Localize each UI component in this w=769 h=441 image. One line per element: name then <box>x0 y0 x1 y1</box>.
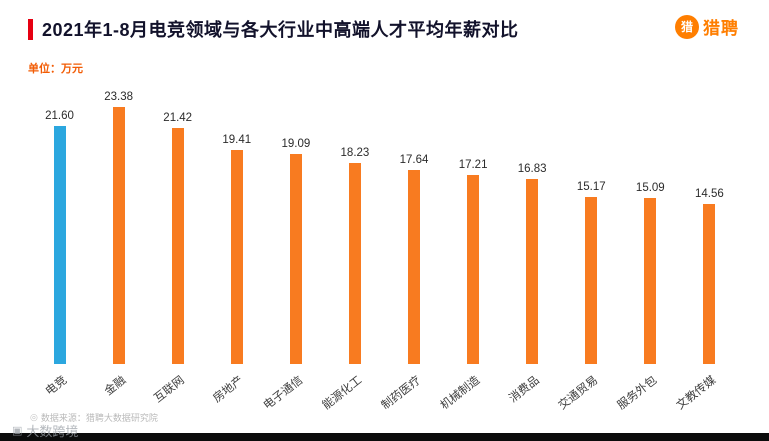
bottom-black-strip <box>0 433 769 441</box>
category-label: 机械制造 <box>438 374 483 413</box>
category-label-cell: 电子通信 <box>261 364 325 422</box>
data-source-note: ◎ 数据来源：猎聘大数据研究院 <box>30 411 158 424</box>
data-source-text: 数据来源：猎聘大数据研究院 <box>40 413 158 423</box>
bar <box>644 198 657 364</box>
category-label-cell: 服务外包 <box>616 364 680 422</box>
category-label: 电竞 <box>43 374 69 398</box>
bar-column: 15.17 <box>562 84 621 364</box>
bar-column: 17.64 <box>384 84 443 364</box>
bar-column: 17.21 <box>444 84 503 364</box>
watermark: ▣ 大数跨境 <box>12 421 78 440</box>
bar <box>526 179 539 364</box>
bar-column: 16.83 <box>503 84 562 364</box>
bar <box>289 154 302 364</box>
bar-value-label: 17.21 <box>458 159 488 171</box>
liepin-logo: 猎 猎聘 <box>675 14 739 39</box>
bar-value-label: 16.83 <box>517 163 547 175</box>
page-title: 2021年1-8月电竞领域与各大行业中高端人才平均年薪对比 <box>42 20 519 40</box>
bar-value-label: 19.41 <box>222 134 252 146</box>
category-label-cell: 能源化工 <box>321 364 384 422</box>
category-label: 电子通信 <box>261 374 306 413</box>
header: 2021年1-8月电竞领域与各大行业中高端人才平均年薪对比 猎 猎聘 <box>28 14 741 42</box>
bar-value-label: 15.09 <box>635 182 665 194</box>
category-label: 文教传媒 <box>675 374 719 413</box>
bar-column: 23.38 <box>89 84 148 364</box>
bar-column: 19.41 <box>207 84 266 364</box>
bar-column: 15.09 <box>621 84 680 364</box>
bar <box>467 175 480 364</box>
bar <box>408 170 420 364</box>
bar-value-label: 21.60 <box>45 110 74 122</box>
category-label-cell: 制药医疗 <box>380 364 443 422</box>
bar-column: 19.09 <box>266 84 325 364</box>
category-label: 制药医疗 <box>379 374 424 413</box>
bar-value-label: 17.64 <box>399 154 429 166</box>
copyright-icon: ◎ <box>30 412 38 422</box>
bar-column: 21.60 <box>30 84 89 364</box>
bar-column: 18.23 <box>325 84 384 364</box>
bar-value-label: 18.23 <box>340 147 370 159</box>
category-label-cell: 文教传媒 <box>675 364 739 422</box>
bar <box>230 150 243 364</box>
liepin-logo-text: 猎聘 <box>703 19 739 38</box>
category-label: 互联网 <box>152 374 187 406</box>
category-label: 房地产 <box>211 374 247 406</box>
bar-value-label: 14.56 <box>695 188 724 200</box>
bar-value-label: 21.42 <box>163 112 193 124</box>
chart-columns: 21.60 23.38 21.42 19.41 19.09 18.23 17.64 17.21… <box>30 84 739 364</box>
title-row: 2021年1-8月电竞领域与各大行业中高端人才平均年薪对比 <box>28 16 519 42</box>
bar <box>348 163 361 364</box>
category-label: 服务外包 <box>615 374 660 413</box>
bar-value-label: 23.38 <box>104 91 133 103</box>
category-label-cell: 房地产 <box>207 364 266 422</box>
category-label: 金融 <box>102 374 128 398</box>
liepin-logo-icon: 猎 <box>675 14 699 39</box>
bar-column: 21.42 <box>148 84 207 364</box>
category-label-cell: 交通贸易 <box>557 364 621 422</box>
title-accent-bar <box>28 18 33 40</box>
category-label-cell: 机械制造 <box>439 364 503 422</box>
bar-value-label: 19.09 <box>281 138 311 150</box>
bar-value-label: 15.17 <box>576 181 606 193</box>
bar <box>703 204 716 364</box>
bar <box>53 126 66 364</box>
category-label-cell: 消费品 <box>503 364 562 422</box>
bar-column: 14.56 <box>680 84 739 364</box>
unit-label: 单位：万元 <box>28 63 83 75</box>
bar <box>112 107 125 364</box>
category-label: 能源化工 <box>320 374 365 413</box>
watermark-text: 大数跨境 <box>26 424 79 439</box>
watermark-icon: ▣ <box>12 425 23 437</box>
category-label: 交通贸易 <box>556 374 601 413</box>
bar <box>171 128 184 364</box>
bar <box>585 197 598 364</box>
category-label: 消费品 <box>506 374 542 406</box>
bar-chart: 21.60 23.38 21.42 19.41 19.09 18.23 17.64 17.21… <box>30 84 739 422</box>
